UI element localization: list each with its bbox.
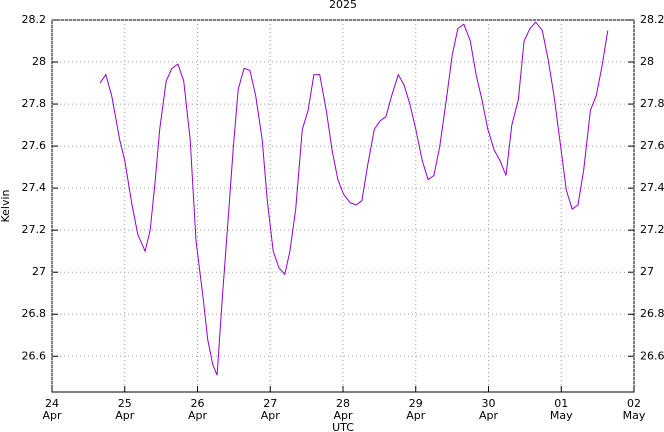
y-tick-label: 27.6 <box>22 139 47 152</box>
y2-tick-label: 26.8 <box>640 307 664 320</box>
x-axis-label: UTC <box>332 421 354 432</box>
x-tick-label-line: 26 <box>191 397 205 410</box>
data-line <box>99 21 609 376</box>
x-tick-label-line: Apr <box>479 409 499 422</box>
y2-tick-label: 28 <box>640 55 654 68</box>
x-tick-label-line: 01 <box>554 397 568 410</box>
x-tick-label: 26 Apr <box>188 397 208 422</box>
x-tick-label: 27 Apr <box>261 397 281 422</box>
x-tick-label-line: 24 <box>45 397 59 410</box>
x-tick-label-line: Apr <box>42 409 62 422</box>
x-tick-label-line: Apr <box>188 409 208 422</box>
y-tick-label: 26.8 <box>22 307 47 320</box>
chart-title: 2025 <box>329 0 357 11</box>
x-tick-label-line: 25 <box>118 397 132 410</box>
x-tick-label: 01 May <box>550 397 573 422</box>
x-tick-label-line: 02 <box>627 397 641 410</box>
y-tick-label: 27.4 <box>22 181 47 194</box>
y-tick-label: 28.2 <box>22 13 47 26</box>
x-tick-label-line: Apr <box>406 409 426 422</box>
y-axis-label: Kelvin <box>0 189 12 222</box>
y2-tick-label: 27.8 <box>640 97 664 110</box>
x-tick-label: 24 Apr <box>42 397 62 422</box>
y-tick-label: 27.8 <box>22 97 47 110</box>
x-tick-label: 29 Apr <box>406 397 426 422</box>
x-tick-label-line: 28 <box>336 397 350 410</box>
y2-tick-label: 26.6 <box>640 349 664 362</box>
y-tick-label: 27.2 <box>22 223 47 236</box>
x-tick-label: 28 Apr <box>333 397 353 422</box>
y-tick-label: 26.6 <box>22 349 47 362</box>
x-tick-label-line: 29 <box>409 397 423 410</box>
y-tick-label: 28 <box>32 55 46 68</box>
y2-tick-label: 27.4 <box>640 181 664 194</box>
x-tick-label-line: Apr <box>115 409 135 422</box>
x-tick-label: 30 Apr <box>479 397 499 422</box>
x-tick-label-line: 27 <box>263 397 277 410</box>
x-tick-label: 02 May <box>623 397 646 422</box>
y2-tick-label: 27 <box>640 265 654 278</box>
x-tick-label-line: Apr <box>333 409 353 422</box>
x-tick-label-line: Apr <box>261 409 281 422</box>
y2-tick-label: 27.6 <box>640 139 664 152</box>
y-tick-label: 27 <box>32 265 46 278</box>
y2-tick-label: 27.2 <box>640 223 664 236</box>
x-tick-label-line: May <box>623 409 646 422</box>
x-tick-label-line: May <box>550 409 573 422</box>
y2-tick-label: 28.2 <box>640 13 664 26</box>
x-tick-label-line: 30 <box>482 397 496 410</box>
x-tick-label: 25 Apr <box>115 397 135 422</box>
